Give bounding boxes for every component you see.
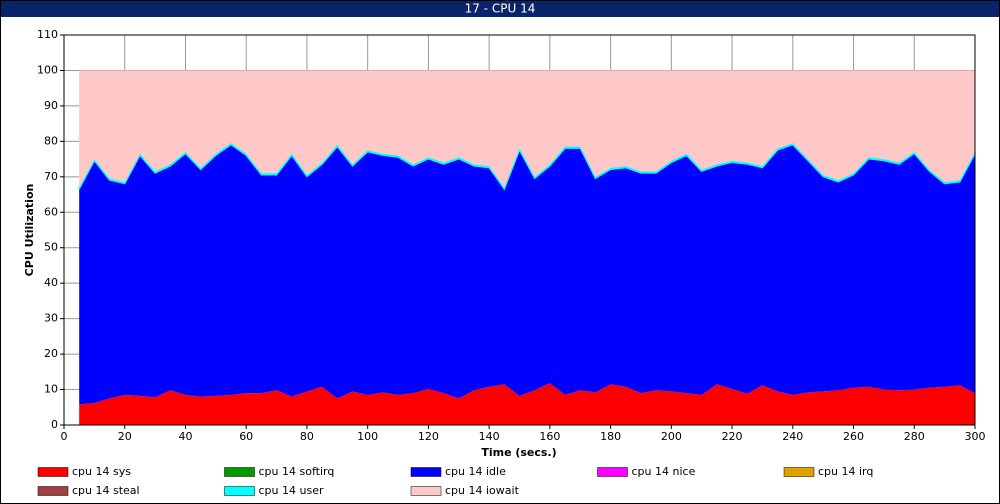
y-tick-label: 40 — [44, 276, 58, 289]
x-tick-label: 280 — [904, 430, 925, 443]
y-tick-label: 20 — [44, 347, 58, 360]
x-tick-label: 160 — [539, 430, 560, 443]
x-tick-label: 140 — [479, 430, 500, 443]
legend-label: cpu 14 irq — [818, 465, 873, 478]
x-tick-label: 300 — [965, 430, 986, 443]
title-bar — [1, 1, 999, 17]
legend-label: cpu 14 sys — [72, 465, 131, 478]
x-tick-label: 180 — [600, 430, 621, 443]
y-tick-label: 110 — [37, 28, 58, 41]
y-tick-label: 50 — [44, 241, 58, 254]
x-tick-label: 220 — [722, 430, 743, 443]
legend-label: cpu 14 nice — [632, 465, 696, 478]
legend-swatch — [783, 467, 815, 477]
y-tick-label: 0 — [51, 418, 58, 431]
legend-label: cpu 14 iowait — [445, 484, 520, 497]
area — [79, 383, 975, 425]
y-tick-label: 60 — [44, 205, 58, 218]
y-axis-label: CPU Utilization — [23, 184, 36, 277]
x-tick-label: 120 — [418, 430, 439, 443]
y-tick-label: 80 — [44, 134, 58, 147]
chart-title: 17 - CPU 14 — [465, 2, 536, 16]
x-tick-label: 240 — [782, 430, 803, 443]
legend-label: cpu 14 softirq — [259, 465, 335, 478]
x-tick-label: 100 — [357, 430, 378, 443]
legend-swatch — [224, 486, 255, 496]
x-tick-label: 260 — [843, 430, 864, 443]
x-tick-label: 60 — [239, 430, 253, 443]
plot-border — [63, 34, 976, 426]
legend-swatch — [37, 486, 69, 496]
area — [79, 70, 975, 188]
x-tick-label: 0 — [61, 430, 68, 443]
area — [79, 144, 975, 405]
legend-swatch — [224, 467, 255, 477]
legend-swatch — [597, 467, 628, 477]
legend-swatch — [410, 467, 442, 477]
x-tick-label: 80 — [300, 430, 314, 443]
legend-swatch — [37, 467, 69, 477]
x-tick-label: 20 — [118, 430, 132, 443]
y-tick-label: 10 — [44, 383, 58, 396]
y-tick-label: 70 — [44, 170, 58, 183]
legend-label: cpu 14 user — [259, 484, 324, 497]
y-tick-label: 90 — [44, 99, 58, 112]
x-axis-label: Time (secs.) — [481, 446, 556, 459]
x-tick-label: 40 — [178, 430, 192, 443]
legend-label: cpu 14 steal — [72, 484, 140, 497]
y-tick-label: 30 — [44, 312, 58, 325]
legend-label: cpu 14 idle — [445, 465, 506, 478]
legend-swatch — [410, 486, 442, 496]
x-tick-label: 200 — [661, 430, 682, 443]
y-tick-label: 100 — [37, 63, 58, 76]
